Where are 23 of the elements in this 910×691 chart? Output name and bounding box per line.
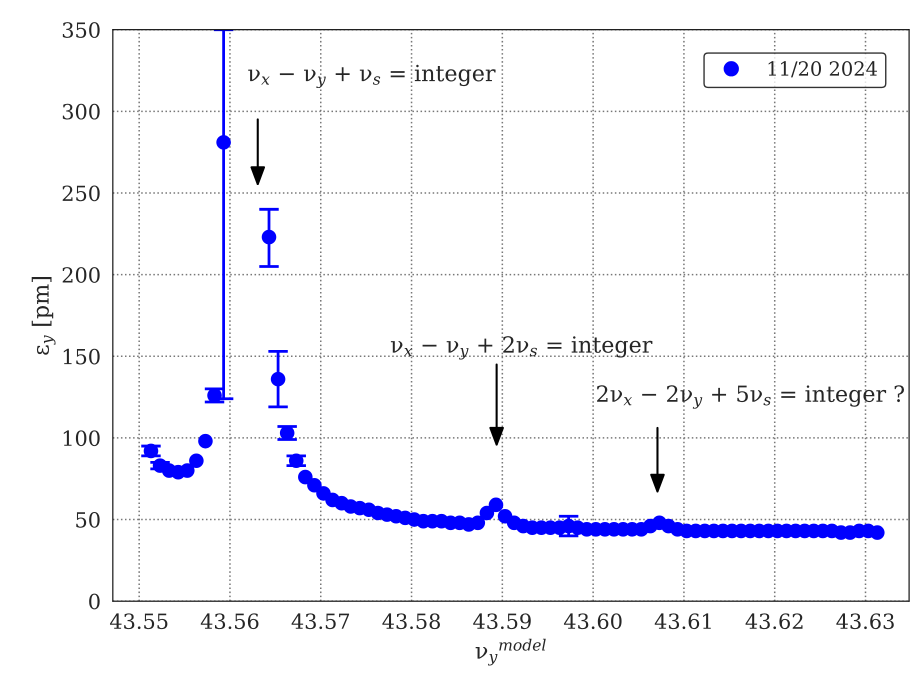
x-tick-label: 43.61 (654, 613, 711, 630)
x-tick-label: 43.55 (110, 613, 168, 630)
x-tick-label: 43.58 (382, 613, 440, 630)
annotation: 2ν$_{x}$ − 2ν$_{y}$ + 5ν$_{s}$ = integer ? (597, 385, 904, 409)
x-tick-label: 43.59 (473, 613, 531, 630)
x-axis-title: ν$_{y}$$^{model}$ (476, 638, 546, 666)
x-tick-label: 43.56 (200, 613, 258, 630)
y-tick-label: 300 (62, 104, 100, 120)
annotation: ν$_{x}$ − ν$_{y}$ + 2ν$_{s}$ = integer (390, 336, 652, 360)
y-tick-label: 350 (62, 22, 100, 38)
y-tick-label: 200 (62, 267, 100, 283)
legend-label: 11/20 2024 (768, 61, 877, 78)
annotation: ν$_{x}$ − ν$_{y}$ + ν$_{s}$ = integer (248, 64, 496, 88)
x-tick-label: 43.60 (564, 613, 622, 630)
y-axis-title: ε$_{y}$ [pm] (32, 277, 56, 355)
x-tick-label: 43.57 (292, 613, 350, 630)
x-tick-label: 43.62 (746, 613, 802, 630)
y-tick-label: 150 (64, 348, 100, 364)
y-tick-label: 50 (76, 512, 100, 528)
x-tick-label: 43.63 (836, 613, 894, 630)
y-tick-label: 100 (64, 430, 100, 446)
y-tick-label: 0 (89, 594, 100, 610)
y-tick-label: 250 (62, 185, 100, 202)
